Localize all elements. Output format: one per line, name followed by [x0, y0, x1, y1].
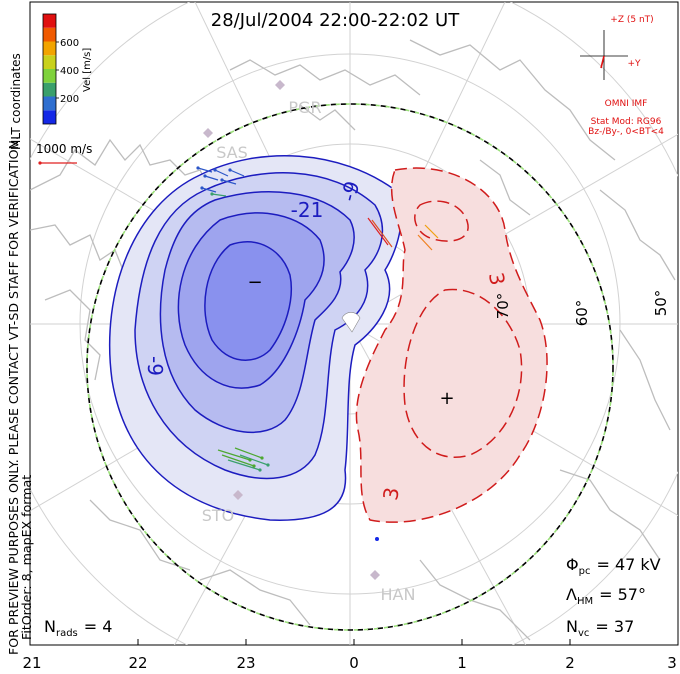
- colorbar-segment: [43, 27, 56, 42]
- mlt-tick-label: 23: [236, 654, 255, 672]
- hm-boundary-green: [86, 103, 614, 631]
- mlt-tick-label: 0: [349, 654, 359, 672]
- imf-z-label: +Z (5 nT): [610, 15, 653, 25]
- latitude-label-50: 50°: [652, 290, 670, 317]
- station-label-han: HAN: [381, 585, 416, 604]
- mlt-axis: 21 22 23 0 1 2 3: [22, 639, 679, 672]
- contour-label-plus-3-bottom: 3: [378, 485, 404, 502]
- latitude-label-70: 70°: [494, 293, 512, 320]
- contour-plus-9b: [414, 200, 469, 242]
- station-label-pgr: PGR: [288, 98, 321, 117]
- chart-title: 28/Jul/2004 22:00-22:02 UT: [211, 10, 460, 31]
- imf-y-label: +Y: [627, 59, 641, 69]
- preview-notice: FOR PREVIEW PURPOSES ONLY. PLEASE CONTAC…: [6, 136, 21, 655]
- station-label-sas: SAS: [216, 143, 248, 162]
- colorbar-segment: [43, 69, 56, 83]
- station-label-sto: STO: [202, 506, 235, 525]
- summary-stats: Φpc = 47 kV ΛHM = 57° Nvc = 37 Nrads = 4: [44, 555, 661, 639]
- colorbar-segment: [43, 55, 56, 69]
- colorbar-segment: [43, 96, 56, 111]
- stat-model-line1: Stat Mod: RG96: [591, 117, 662, 127]
- phi-pc-label: Φpc = 47 kV: [566, 555, 661, 577]
- potential-maximum-marker: +: [439, 388, 454, 409]
- contour-label-minus-21: -21: [291, 198, 324, 222]
- n-vc-label: Nvc = 37: [566, 617, 634, 639]
- negative-potential-cell: [108, 155, 403, 521]
- vector-scale-dot: [38, 161, 42, 165]
- mlt-tick-label: 22: [128, 654, 147, 672]
- contour-label-minus-9-left: -9: [143, 356, 167, 376]
- vector-dots: [196, 166, 379, 541]
- potential-minimum-marker: −: [247, 272, 262, 293]
- colorbar-tick-600: 600: [60, 38, 79, 49]
- mlt-tick-label: 21: [22, 654, 41, 672]
- imf-clock: +Z (5 nT) +Y OMNI IMF Stat Mod: RG96 Bz-…: [580, 15, 664, 137]
- note-label: NOTE:: [17, 651, 19, 655]
- mlt-tick-label: 1: [457, 654, 467, 672]
- colorbar-tick-200: 200: [60, 94, 79, 105]
- radar-station-markers: [203, 80, 380, 580]
- contour-plus-3: [355, 167, 548, 523]
- mlt-tick-label: 2: [565, 654, 575, 672]
- mlt-coordinates-label: MLT coordinates: [9, 53, 23, 150]
- colorbar-tick-400: 400: [60, 66, 79, 77]
- colorbar-segment: [43, 14, 56, 28]
- colorbar-segment: [43, 110, 56, 124]
- stat-model-line2: Bz-/By-, 0<BT<4: [588, 127, 664, 137]
- n-rads-label: Nrads = 4: [44, 617, 112, 639]
- colorbar-segment: [43, 41, 56, 56]
- positive-potential-cell: [355, 167, 548, 523]
- colorbar-label: Vel [m/s]: [82, 48, 93, 92]
- fit-order-label: FitOrder: 8, mapEX format: [19, 475, 34, 640]
- velocity-colorbar: 600 400 200 Vel [m/s]: [42, 13, 93, 125]
- pole-marker: [341, 312, 361, 333]
- contour-plus-9: [403, 288, 523, 458]
- vector-scale-label: 1000 m/s: [36, 142, 92, 156]
- velocity-vectors: [197, 167, 439, 541]
- contour-minus-27: [204, 241, 293, 361]
- colorbar-segment: [43, 82, 56, 97]
- contour-label-plus-3-right: 3: [484, 270, 510, 287]
- latitude-label-60: 60°: [573, 300, 591, 327]
- mlt-tick-label: 3: [667, 654, 677, 672]
- lambda-hm-label: ΛHM = 57°: [566, 585, 646, 607]
- imf-source: OMNI IMF: [605, 99, 648, 109]
